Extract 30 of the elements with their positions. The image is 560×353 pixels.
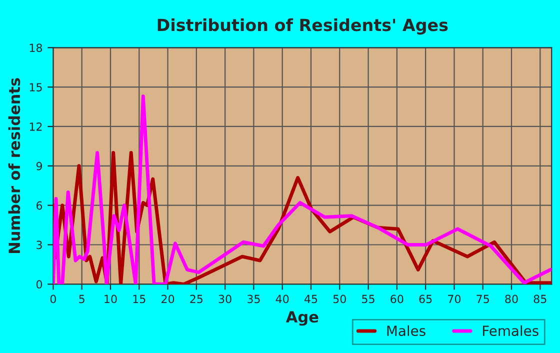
x-tick-label: 45 bbox=[304, 294, 318, 304]
x-tick-label: 5 bbox=[79, 294, 84, 304]
y-tick-label: 6 bbox=[36, 201, 42, 210]
x-tick-label: 70 bbox=[448, 294, 461, 304]
y-axis-title: Number of residents bbox=[8, 78, 20, 253]
y-tick-label: 12 bbox=[30, 122, 42, 131]
x-tick-label: 15 bbox=[133, 294, 146, 304]
x-tick-label: 10 bbox=[104, 294, 117, 304]
legend-label: Females bbox=[483, 325, 538, 336]
chart-title: Distribution of Residents' Ages bbox=[158, 18, 448, 35]
y-tick-label: 9 bbox=[36, 162, 42, 170]
x-tick-label: 40 bbox=[276, 294, 289, 304]
x-tick-label: 55 bbox=[362, 294, 374, 304]
x-axis-title: Age bbox=[286, 311, 318, 326]
y-tick-label: 15 bbox=[30, 83, 42, 92]
x-tick-label: 35 bbox=[247, 294, 260, 304]
x-tick-label: 25 bbox=[190, 294, 203, 304]
y-tick-label: 0 bbox=[36, 280, 42, 289]
x-tick-label: 20 bbox=[162, 294, 174, 304]
x-tick-label: 60 bbox=[390, 294, 404, 304]
x-tick-label: 75 bbox=[476, 294, 489, 304]
x-tick-label: 0 bbox=[50, 294, 56, 304]
x-tick-label: 85 bbox=[534, 294, 546, 304]
y-tick-label: 18 bbox=[30, 44, 42, 52]
x-tick-label: 80 bbox=[505, 294, 518, 304]
legend-label: Males bbox=[387, 325, 426, 336]
x-tick-label: 50 bbox=[333, 294, 346, 304]
y-tick-label: 3 bbox=[36, 240, 42, 250]
x-tick-label: 30 bbox=[218, 294, 232, 304]
x-tick-label: 65 bbox=[419, 294, 432, 304]
